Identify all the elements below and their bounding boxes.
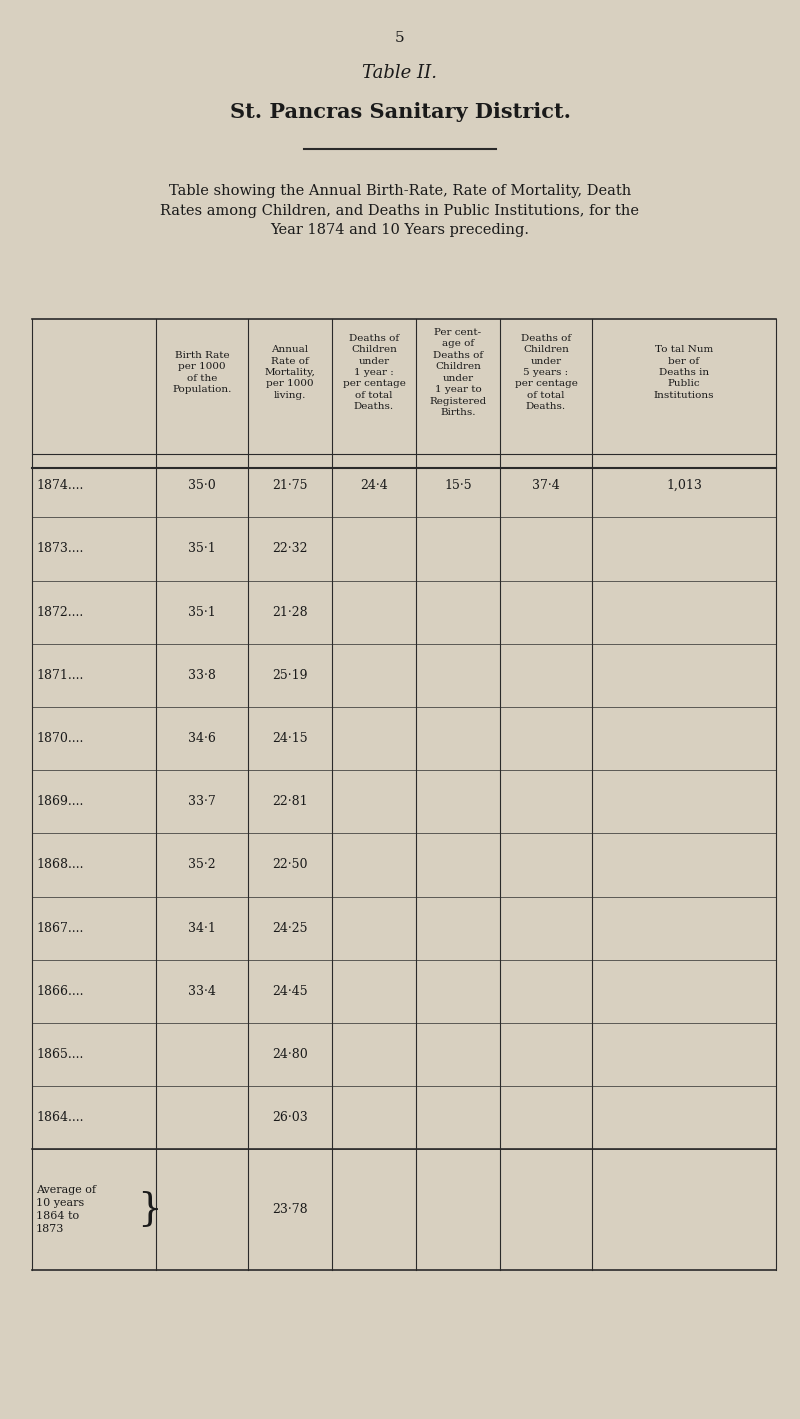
Text: 1869....: 1869....	[36, 795, 83, 809]
Text: Annual
Rate of
Mortality,
per 1000
living.: Annual Rate of Mortality, per 1000 livin…	[265, 345, 315, 400]
Text: 1871....: 1871....	[36, 668, 83, 681]
Text: }: }	[138, 1191, 162, 1229]
Text: 1868....: 1868....	[36, 858, 83, 871]
Text: 1864....: 1864....	[36, 1111, 83, 1124]
Text: Birth Rate
per 1000
of the
Population.: Birth Rate per 1000 of the Population.	[172, 350, 232, 394]
Text: 1865....: 1865....	[36, 1049, 83, 1061]
Text: 15·5: 15·5	[444, 480, 472, 492]
Text: 22·81: 22·81	[272, 795, 308, 809]
Text: 33·8: 33·8	[188, 668, 216, 681]
Text: 22·32: 22·32	[272, 542, 308, 555]
Text: 1867....: 1867....	[36, 922, 83, 935]
Text: 34·6: 34·6	[188, 732, 216, 745]
Text: 25·19: 25·19	[272, 668, 308, 681]
Text: Deaths of
Children
under
1 year :
per centage
of total
Deaths.: Deaths of Children under 1 year : per ce…	[342, 333, 406, 412]
Text: 24·4: 24·4	[360, 480, 388, 492]
Text: 35·2: 35·2	[188, 858, 216, 871]
Text: Table showing the Annual Birth-Rate, Rate of Mortality, Death
Rates among Childr: Table showing the Annual Birth-Rate, Rat…	[161, 184, 639, 237]
Text: 21·28: 21·28	[272, 606, 308, 619]
Text: 33·7: 33·7	[188, 795, 216, 809]
Text: To tal Num
ber of
Deaths in
Public
Institutions: To tal Num ber of Deaths in Public Insti…	[654, 345, 714, 400]
Text: 35·1: 35·1	[188, 542, 216, 555]
Text: 22·50: 22·50	[272, 858, 308, 871]
Text: Per cent-
age of
Deaths of
Children
under
1 year to
Registered
Births.: Per cent- age of Deaths of Children unde…	[430, 328, 486, 417]
Text: Average of
10 years
1864 to
1873: Average of 10 years 1864 to 1873	[36, 1185, 96, 1235]
Text: 1,013: 1,013	[666, 480, 702, 492]
Text: 24·80: 24·80	[272, 1049, 308, 1061]
Text: 35·1: 35·1	[188, 606, 216, 619]
Text: 24·25: 24·25	[272, 922, 308, 935]
Text: Deaths of
Children
under
5 years :
per centage
of total
Deaths.: Deaths of Children under 5 years : per c…	[514, 333, 578, 412]
Text: 1866....: 1866....	[36, 985, 83, 998]
Text: 24·15: 24·15	[272, 732, 308, 745]
Text: 1872....: 1872....	[36, 606, 83, 619]
Text: 1874....: 1874....	[36, 480, 83, 492]
Text: 26·03: 26·03	[272, 1111, 308, 1124]
Text: Table II.: Table II.	[362, 64, 438, 82]
Text: 35·0: 35·0	[188, 480, 216, 492]
Text: 23·78: 23·78	[272, 1203, 308, 1216]
Text: 24·45: 24·45	[272, 985, 308, 998]
Text: 1873....: 1873....	[36, 542, 83, 555]
Text: 5: 5	[395, 31, 405, 45]
Text: 33·4: 33·4	[188, 985, 216, 998]
Text: 37·4: 37·4	[532, 480, 560, 492]
Text: 34·1: 34·1	[188, 922, 216, 935]
Text: St. Pancras Sanitary District.: St. Pancras Sanitary District.	[230, 102, 570, 122]
Text: 21·75: 21·75	[272, 480, 308, 492]
Text: 1870....: 1870....	[36, 732, 83, 745]
